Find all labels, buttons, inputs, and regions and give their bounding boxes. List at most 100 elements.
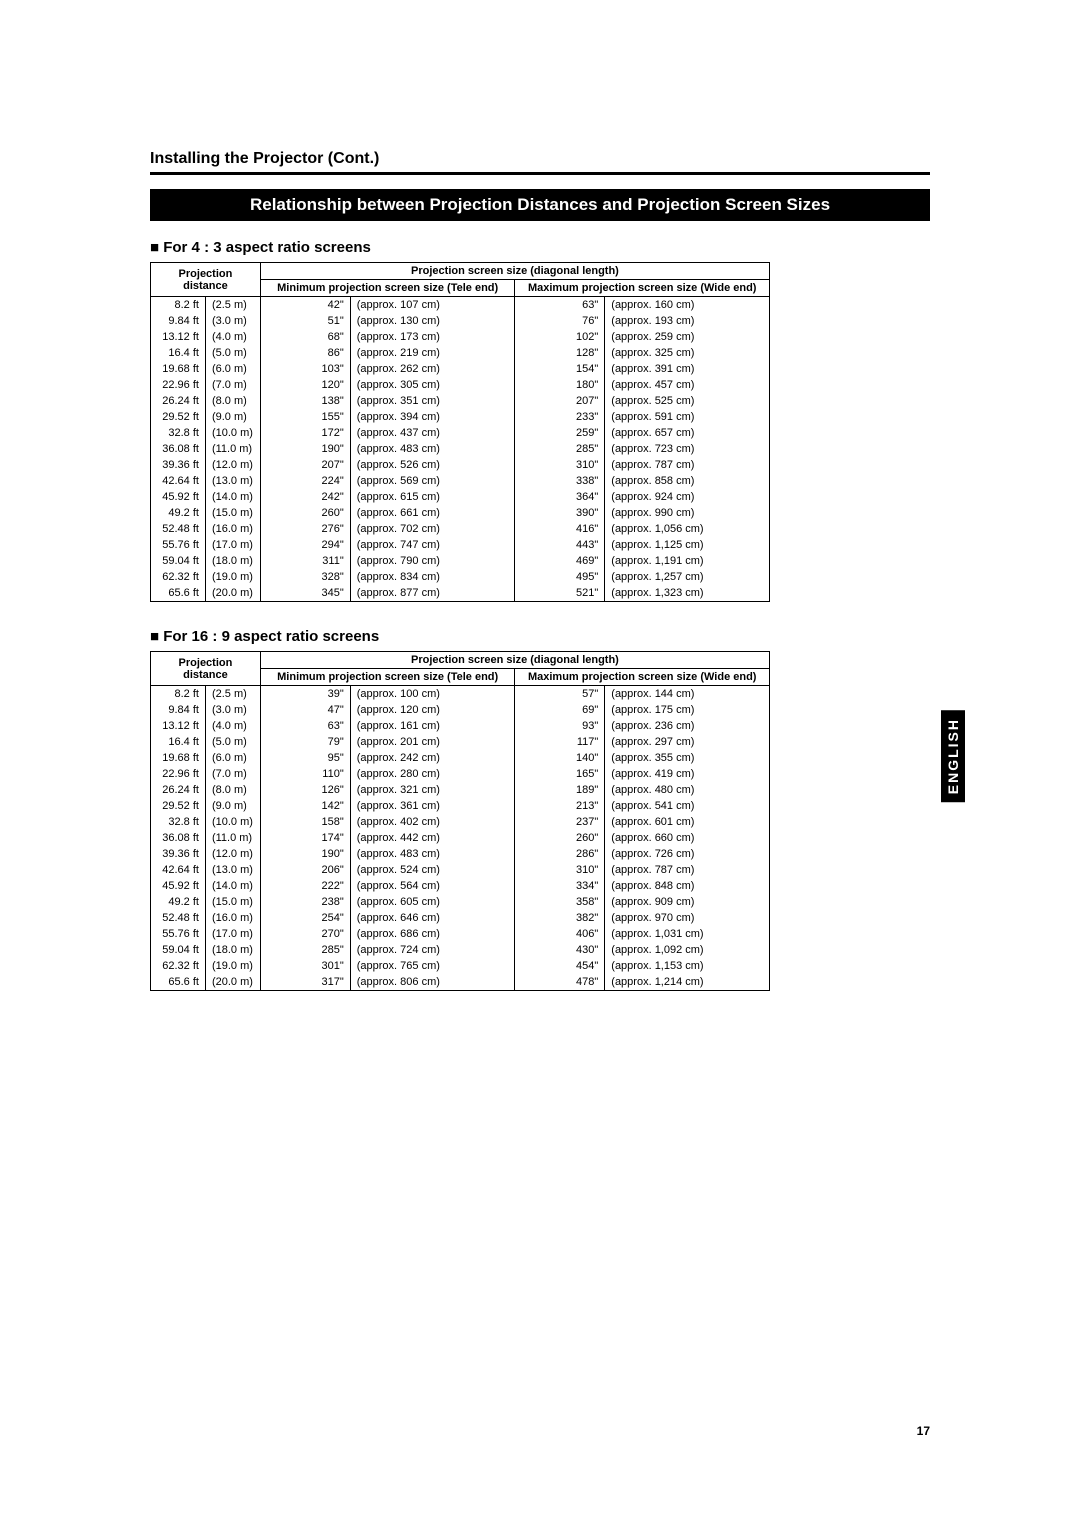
cell-distance-m: (4.0 m) xyxy=(205,718,260,734)
cell-distance-ft: 45.92 ft xyxy=(151,878,206,894)
table-row: 55.76 ft(17.0 m)294"(approx. 747 cm)443"… xyxy=(151,537,770,553)
cell-distance-ft: 39.36 ft xyxy=(151,457,206,473)
cell-distance-ft: 36.08 ft xyxy=(151,830,206,846)
cell-min-cm: (approx. 564 cm) xyxy=(350,878,515,894)
page-number: 17 xyxy=(917,1424,930,1438)
cell-min-in: 206" xyxy=(260,862,350,878)
table-row: 55.76 ft(17.0 m)270"(approx. 686 cm)406"… xyxy=(151,926,770,942)
cell-max-cm: (approx. 236 cm) xyxy=(605,718,770,734)
cell-max-cm: (approx. 601 cm) xyxy=(605,814,770,830)
cell-max-cm: (approx. 419 cm) xyxy=(605,766,770,782)
cell-max-cm: (approx. 660 cm) xyxy=(605,830,770,846)
cell-max-cm: (approx. 909 cm) xyxy=(605,894,770,910)
cell-max-in: 63" xyxy=(515,297,605,314)
cell-distance-m: (7.0 m) xyxy=(205,766,260,782)
header-max: Maximum projection screen size (Wide end… xyxy=(515,669,770,686)
table-row: 29.52 ft(9.0 m)142"(approx. 361 cm)213"(… xyxy=(151,798,770,814)
cell-distance-m: (16.0 m) xyxy=(205,910,260,926)
cell-max-in: 165" xyxy=(515,766,605,782)
cell-min-in: 207" xyxy=(260,457,350,473)
table-row: 65.6 ft(20.0 m)317"(approx. 806 cm)478"(… xyxy=(151,974,770,991)
cell-max-cm: (approx. 1,214 cm) xyxy=(605,974,770,991)
table-row: 13.12 ft(4.0 m)68"(approx. 173 cm)102"(a… xyxy=(151,329,770,345)
cell-distance-m: (8.0 m) xyxy=(205,393,260,409)
cell-distance-ft: 19.68 ft xyxy=(151,750,206,766)
cell-distance-m: (5.0 m) xyxy=(205,734,260,750)
cell-min-in: 155" xyxy=(260,409,350,425)
cell-max-in: 128" xyxy=(515,345,605,361)
cell-distance-ft: 26.24 ft xyxy=(151,782,206,798)
table-row: 26.24 ft(8.0 m)138"(approx. 351 cm)207"(… xyxy=(151,393,770,409)
cell-min-in: 51" xyxy=(260,313,350,329)
cell-min-in: 294" xyxy=(260,537,350,553)
cell-distance-m: (8.0 m) xyxy=(205,782,260,798)
cell-max-cm: (approx. 990 cm) xyxy=(605,505,770,521)
cell-min-in: 126" xyxy=(260,782,350,798)
page-title: Installing the Projector (Cont.) xyxy=(150,150,930,168)
table-row: 62.32 ft(19.0 m)328"(approx. 834 cm)495"… xyxy=(151,569,770,585)
cell-distance-ft: 42.64 ft xyxy=(151,862,206,878)
cell-max-cm: (approx. 726 cm) xyxy=(605,846,770,862)
cell-distance-m: (14.0 m) xyxy=(205,878,260,894)
header-max: Maximum projection screen size (Wide end… xyxy=(515,280,770,297)
cell-max-cm: (approx. 657 cm) xyxy=(605,425,770,441)
cell-distance-m: (19.0 m) xyxy=(205,958,260,974)
cell-max-cm: (approx. 391 cm) xyxy=(605,361,770,377)
cell-max-cm: (approx. 160 cm) xyxy=(605,297,770,314)
table-row: 45.92 ft(14.0 m)222"(approx. 564 cm)334"… xyxy=(151,878,770,894)
cell-max-cm: (approx. 541 cm) xyxy=(605,798,770,814)
cell-max-cm: (approx. 1,125 cm) xyxy=(605,537,770,553)
cell-max-cm: (approx. 1,153 cm) xyxy=(605,958,770,974)
header-min: Minimum projection screen size (Tele end… xyxy=(260,669,515,686)
cell-distance-m: (16.0 m) xyxy=(205,521,260,537)
cell-max-cm: (approx. 355 cm) xyxy=(605,750,770,766)
cell-min-cm: (approx. 130 cm) xyxy=(350,313,515,329)
table-row: 62.32 ft(19.0 m)301"(approx. 765 cm)454"… xyxy=(151,958,770,974)
cell-distance-m: (12.0 m) xyxy=(205,846,260,862)
cell-max-cm: (approx. 1,031 cm) xyxy=(605,926,770,942)
cell-distance-m: (6.0 m) xyxy=(205,361,260,377)
cell-min-in: 285" xyxy=(260,942,350,958)
cell-max-in: 430" xyxy=(515,942,605,958)
cell-max-in: 390" xyxy=(515,505,605,521)
cell-min-in: 86" xyxy=(260,345,350,361)
cell-distance-m: (17.0 m) xyxy=(205,926,260,942)
header-min: Minimum projection screen size (Tele end… xyxy=(260,280,515,297)
cell-distance-m: (7.0 m) xyxy=(205,377,260,393)
table-row: 52.48 ft(16.0 m)276"(approx. 702 cm)416"… xyxy=(151,521,770,537)
cell-max-cm: (approx. 175 cm) xyxy=(605,702,770,718)
cell-min-cm: (approx. 526 cm) xyxy=(350,457,515,473)
cell-min-cm: (approx. 646 cm) xyxy=(350,910,515,926)
cell-distance-ft: 45.92 ft xyxy=(151,489,206,505)
cell-max-cm: (approx. 858 cm) xyxy=(605,473,770,489)
cell-distance-m: (13.0 m) xyxy=(205,473,260,489)
cell-max-in: 334" xyxy=(515,878,605,894)
cell-distance-m: (3.0 m) xyxy=(205,313,260,329)
cell-min-cm: (approx. 242 cm) xyxy=(350,750,515,766)
cell-max-in: 117" xyxy=(515,734,605,750)
cell-min-cm: (approx. 747 cm) xyxy=(350,537,515,553)
cell-max-cm: (approx. 970 cm) xyxy=(605,910,770,926)
cell-max-cm: (approx. 259 cm) xyxy=(605,329,770,345)
tables-area: ■ For 4 : 3 aspect ratio screensProjecti… xyxy=(150,239,930,991)
cell-distance-ft: 39.36 ft xyxy=(151,846,206,862)
cell-max-in: 478" xyxy=(515,974,605,991)
cell-min-in: 158" xyxy=(260,814,350,830)
cell-distance-ft: 59.04 ft xyxy=(151,942,206,958)
cell-min-cm: (approx. 120 cm) xyxy=(350,702,515,718)
cell-max-cm: (approx. 525 cm) xyxy=(605,393,770,409)
table-row: 22.96 ft(7.0 m)120"(approx. 305 cm)180"(… xyxy=(151,377,770,393)
cell-distance-m: (15.0 m) xyxy=(205,894,260,910)
cell-distance-ft: 13.12 ft xyxy=(151,718,206,734)
cell-max-cm: (approx. 787 cm) xyxy=(605,862,770,878)
cell-max-in: 154" xyxy=(515,361,605,377)
cell-distance-m: (20.0 m) xyxy=(205,974,260,991)
cell-distance-ft: 32.8 ft xyxy=(151,814,206,830)
cell-min-cm: (approx. 201 cm) xyxy=(350,734,515,750)
cell-min-cm: (approx. 483 cm) xyxy=(350,846,515,862)
cell-max-in: 237" xyxy=(515,814,605,830)
cell-min-in: 120" xyxy=(260,377,350,393)
cell-max-cm: (approx. 1,092 cm) xyxy=(605,942,770,958)
cell-min-in: 301" xyxy=(260,958,350,974)
cell-min-cm: (approx. 361 cm) xyxy=(350,798,515,814)
